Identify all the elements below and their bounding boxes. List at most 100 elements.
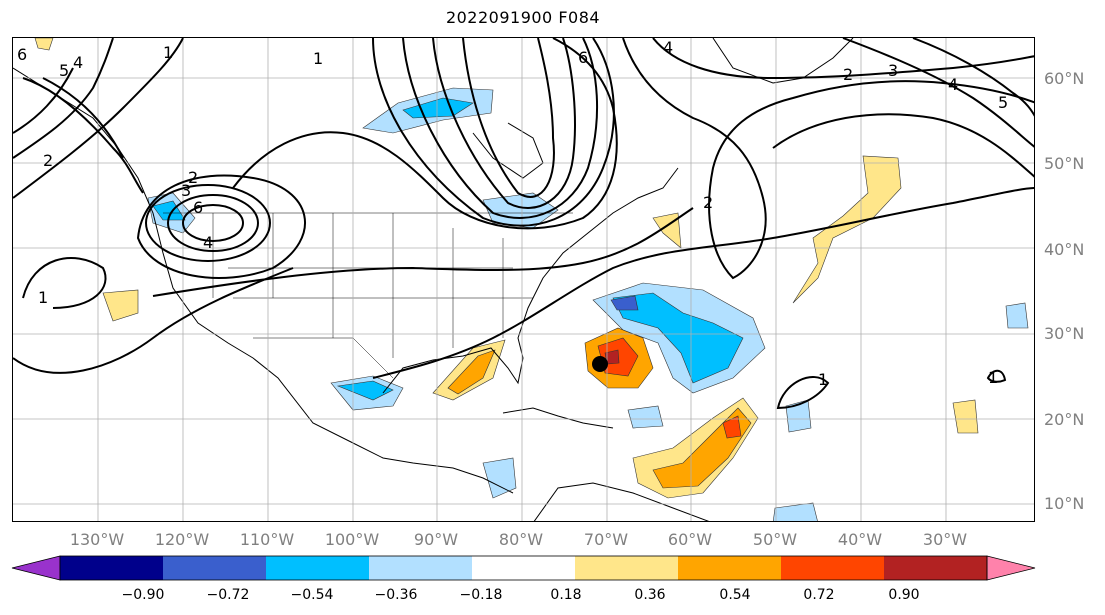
contour-1-west bbox=[13, 267, 294, 374]
anomaly-blue-central-am bbox=[482, 457, 517, 499]
coastline-hudson bbox=[472, 122, 544, 179]
lon-label-40w: 40°W bbox=[837, 530, 883, 549]
colorbar-tick: 0.54 bbox=[719, 587, 751, 603]
lat-label-10n: 10°N bbox=[1044, 494, 1085, 513]
colorbar-tick: 0.72 bbox=[803, 587, 835, 603]
contour-trough-3 bbox=[402, 38, 599, 219]
contour-label: 5 bbox=[59, 61, 69, 80]
anomaly-blue-east-atl bbox=[785, 399, 812, 433]
anomaly-blue-atlantic-deep bbox=[610, 295, 639, 311]
anomaly-blue-atlantic-core bbox=[612, 292, 744, 384]
colorbar-tick: −0.36 bbox=[374, 587, 418, 603]
lon-label-110w: 110°W bbox=[239, 530, 295, 549]
colorbar-tick: −0.72 bbox=[206, 587, 250, 603]
anomaly-blue-mexico-core bbox=[336, 380, 394, 401]
contour-label: 1 bbox=[38, 288, 48, 307]
contour-small-east bbox=[776, 376, 830, 410]
contour-pnw-3 bbox=[145, 184, 271, 262]
colorbar bbox=[11, 555, 1036, 581]
contour-label: 3 bbox=[888, 61, 898, 80]
colorbar-segment bbox=[781, 556, 885, 580]
lon-label-100w: 100°W bbox=[324, 530, 380, 549]
gridlines bbox=[13, 38, 1034, 521]
anomaly-fill-layer bbox=[34, 38, 1029, 521]
anomaly-yellow-midatlantic bbox=[792, 155, 902, 304]
lat-label-30n: 30°N bbox=[1044, 324, 1085, 343]
contour-label: 2 bbox=[703, 193, 713, 212]
contour-pnw-inner bbox=[182, 204, 244, 242]
contour-label: 4 bbox=[948, 75, 958, 94]
colorbar-tick: 0.90 bbox=[888, 587, 920, 603]
contour-east-trough bbox=[372, 187, 1034, 379]
colorbar-segment bbox=[678, 556, 782, 580]
contour-nw-2 bbox=[13, 38, 114, 159]
colorbar-tick: −0.90 bbox=[121, 587, 165, 603]
contour-label: 1 bbox=[313, 49, 323, 68]
colorbar-segment bbox=[163, 556, 267, 580]
storm-center-marker bbox=[592, 356, 608, 372]
lon-label-130w: 130°W bbox=[69, 530, 125, 549]
contour-pnw-2 bbox=[167, 194, 259, 252]
colorbar-segments bbox=[11, 555, 1036, 581]
contour-label: 1 bbox=[163, 43, 173, 62]
contour-small-far-east bbox=[986, 369, 1007, 383]
anomaly-blue-ne bbox=[482, 192, 559, 229]
contour-main-1 bbox=[152, 207, 694, 297]
contour-atl-1 bbox=[622, 38, 1034, 280]
contour-pnw-4 bbox=[136, 174, 307, 279]
contour-layer bbox=[13, 38, 1034, 410]
colorbar-segment bbox=[369, 556, 473, 580]
contour-trough-1 bbox=[232, 38, 618, 230]
contour-label: 2 bbox=[43, 151, 53, 170]
map-svg: 1 1 6 5 4 2 1 2 3 6 4 6 4 2 2 3 4 5 1 1 bbox=[13, 38, 1034, 521]
colorbar-tick: 0.18 bbox=[550, 587, 582, 603]
map-title: 2022091900 F084 bbox=[445, 8, 601, 27]
lon-label-80w: 80°W bbox=[498, 530, 544, 549]
anomaly-blue-south bbox=[772, 502, 818, 521]
anomaly-warm-caribbean-peak bbox=[722, 415, 742, 439]
lat-label-60n: 60°N bbox=[1044, 69, 1085, 88]
colorbar-arrow-left bbox=[11, 555, 61, 581]
colorbar-segment bbox=[472, 556, 576, 580]
contour-label: 2 bbox=[843, 65, 853, 84]
contour-atl-3 bbox=[772, 113, 1034, 178]
contour-label: 2 bbox=[188, 168, 198, 187]
lon-label-50w: 50°W bbox=[752, 530, 798, 549]
contour-atl-5 bbox=[912, 38, 1034, 117]
colorbar-segment bbox=[575, 556, 679, 580]
anomaly-yellow-baja bbox=[102, 289, 139, 322]
contour-label: 6 bbox=[193, 198, 203, 217]
contour-label: 4 bbox=[663, 38, 673, 57]
coastline-layer bbox=[13, 38, 854, 521]
anomaly-blue-canada-core bbox=[402, 97, 474, 119]
anomaly-yellow-canada bbox=[34, 38, 54, 51]
anomaly-blue-far-east bbox=[1005, 302, 1029, 329]
anomaly-blue-pnw-core bbox=[152, 200, 186, 221]
contour-trough-2 bbox=[372, 38, 615, 227]
colorbar-segment bbox=[884, 556, 988, 580]
contour-label-layer: 1 1 6 5 4 2 1 2 3 6 4 6 4 2 2 3 4 5 1 1 bbox=[17, 38, 1008, 389]
anomaly-blue-caribbean-small bbox=[627, 405, 664, 429]
lon-label-60w: 60°W bbox=[667, 530, 713, 549]
borders-layer bbox=[163, 212, 573, 379]
contour-label: 1 bbox=[988, 368, 998, 387]
contour-nw-3 bbox=[13, 67, 74, 134]
anomaly-yellow-east bbox=[952, 399, 979, 434]
contour-nw-4 bbox=[22, 77, 144, 194]
contour-atl-2 bbox=[652, 38, 1034, 80]
colorbar-segment bbox=[60, 556, 164, 580]
lat-label-20n: 20°N bbox=[1044, 410, 1085, 429]
contour-label: 3 bbox=[181, 181, 191, 200]
anomaly-warm-gulf-core bbox=[447, 349, 496, 395]
colorbar-tick: −0.18 bbox=[459, 587, 503, 603]
coastline-caribbean-islands bbox=[502, 407, 614, 429]
colorbar-border bbox=[59, 555, 988, 581]
lon-label-70w: 70°W bbox=[583, 530, 629, 549]
coastline-south-america bbox=[533, 482, 710, 521]
colorbar-tick: −0.54 bbox=[290, 587, 334, 603]
lat-label-40n: 40°N bbox=[1044, 240, 1085, 259]
contour-nw-1 bbox=[13, 38, 184, 199]
contour-label: 5 bbox=[998, 93, 1008, 112]
coastline-gulf-east bbox=[382, 167, 679, 394]
contour-1-baja bbox=[22, 257, 107, 309]
